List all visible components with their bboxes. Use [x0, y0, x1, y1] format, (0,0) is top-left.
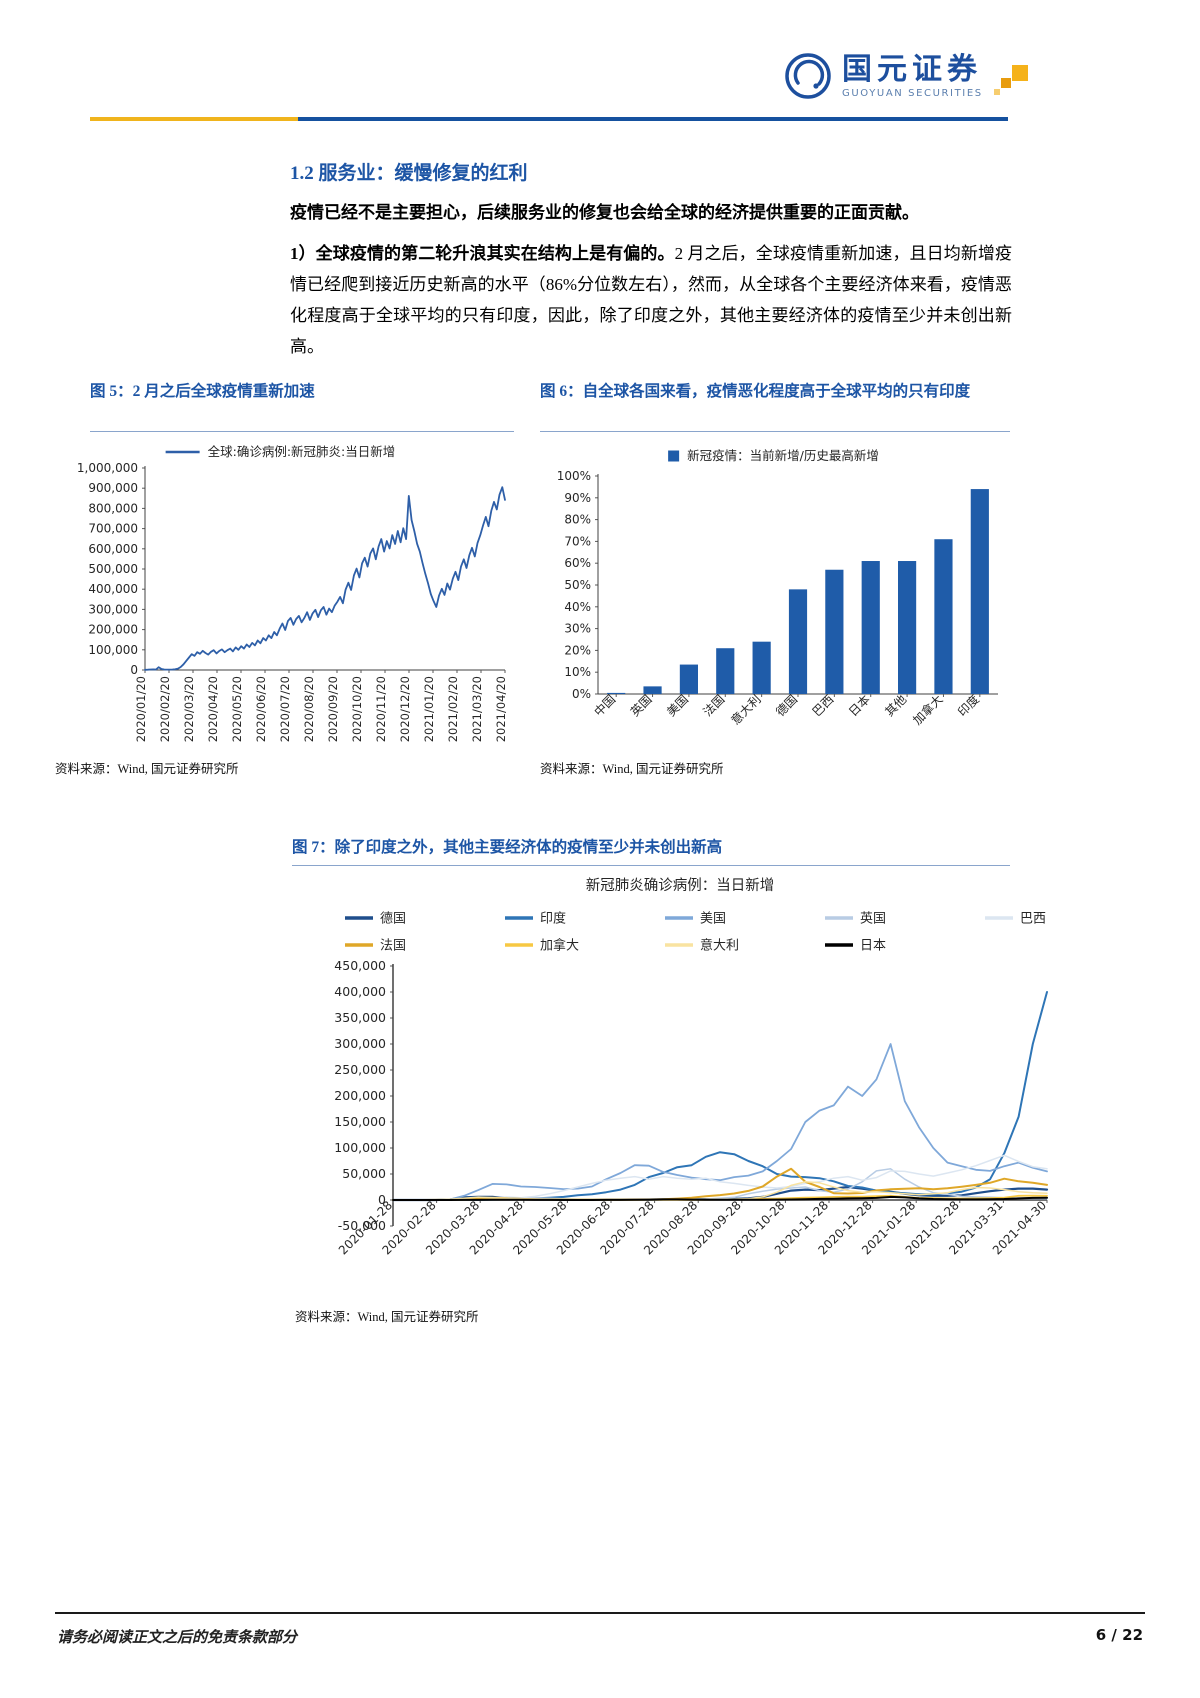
svg-text:2020/11/20: 2020/11/20	[374, 676, 388, 742]
svg-text:900,000: 900,000	[88, 481, 138, 495]
svg-text:20%: 20%	[564, 643, 591, 657]
lead-paragraph: 疫情已经不是主要担心，后续服务业的修复也会给全球的经济提供重要的正面贡献。	[290, 203, 919, 222]
svg-text:250,000: 250,000	[334, 1062, 386, 1077]
svg-text:意大利: 意大利	[700, 938, 739, 954]
svg-text:印度: 印度	[540, 911, 566, 927]
svg-text:新冠肺炎确诊病例：当日新增: 新冠肺炎确诊病例：当日新增	[586, 877, 775, 894]
figure7-source: 资料来源：Wind, 国元证券研究所	[295, 1310, 479, 1324]
svg-text:2020/04/20: 2020/04/20	[206, 676, 220, 742]
svg-text:100,000: 100,000	[334, 1140, 386, 1155]
svg-text:中国: 中国	[591, 692, 619, 720]
figure5-caption: 图 5：2 月之后全球疫情重新加速	[90, 380, 514, 432]
svg-text:700,000: 700,000	[88, 522, 138, 536]
svg-text:300,000: 300,000	[88, 602, 138, 616]
svg-text:2020/06/20: 2020/06/20	[254, 676, 268, 742]
svg-text:10%: 10%	[564, 665, 591, 679]
logo: 国元证券 GUOYUAN SECURITIES	[784, 52, 1031, 100]
svg-text:日本: 日本	[846, 692, 873, 719]
svg-text:日本: 日本	[860, 939, 886, 954]
svg-text:2020/12/20: 2020/12/20	[398, 676, 412, 742]
svg-text:其他: 其他	[882, 692, 909, 719]
svg-text:巴西: 巴西	[810, 692, 837, 719]
svg-text:1,000,000: 1,000,000	[77, 461, 138, 475]
footer-disclaimer: 请务必阅读正文之后的免责条款部分	[57, 1630, 298, 1646]
section-heading: 1.2 服务业：缓慢修复的红利	[290, 163, 528, 184]
header-divider-blue-segment	[298, 117, 1008, 121]
svg-text:2020/10/20: 2020/10/20	[350, 676, 364, 742]
svg-text:德国: 德国	[773, 692, 801, 720]
svg-text:2020/02/20: 2020/02/20	[158, 676, 172, 742]
paragraph-emphasis: 1）全球疫情的第二轮升浪其实在结构上是有偏的。	[290, 244, 675, 263]
svg-text:60%: 60%	[564, 556, 591, 570]
svg-text:100,000: 100,000	[88, 643, 138, 657]
svg-text:2021/01/20: 2021/01/20	[422, 676, 436, 742]
svg-text:450,000: 450,000	[334, 958, 386, 973]
svg-text:2020/03/20: 2020/03/20	[182, 676, 196, 742]
svg-text:2020/05/20: 2020/05/20	[230, 676, 244, 742]
paragraph-text: 2 月之后，全球疫情重新加速，且日均新增疫情已经爬到接近历史新高的水平（86%分…	[290, 244, 1013, 356]
svg-text:印度: 印度	[954, 692, 982, 720]
svg-text:2020/09/20: 2020/09/20	[326, 676, 340, 742]
svg-text:加拿大: 加拿大	[540, 938, 579, 954]
svg-text:400,000: 400,000	[88, 582, 138, 596]
svg-text:2020/01/20: 2020/01/20	[134, 676, 148, 742]
svg-text:70%: 70%	[564, 534, 591, 548]
svg-text:美国: 美国	[700, 912, 726, 927]
svg-text:美国: 美国	[664, 692, 691, 719]
svg-text:300,000: 300,000	[334, 1036, 386, 1051]
svg-text:50,000: 50,000	[342, 1166, 386, 1181]
svg-text:40%: 40%	[564, 600, 591, 614]
svg-text:全球:确诊病例:新冠肺炎:当日新增: 全球:确诊病例:新冠肺炎:当日新增	[208, 444, 396, 459]
svg-text:100%: 100%	[557, 469, 591, 483]
svg-text:德国: 德国	[380, 912, 406, 927]
svg-text:2020/07/20: 2020/07/20	[278, 676, 292, 742]
svg-text:加拿大: 加拿大	[910, 692, 946, 728]
header-divider-yellow-segment	[90, 117, 298, 121]
figure5-chart: 0 100,000 200,000 300,000 400,000 500,000 600,…	[55, 436, 515, 754]
svg-text:200,000: 200,000	[88, 623, 138, 637]
svg-text:巴西: 巴西	[1020, 912, 1046, 927]
figure7-chart: 新冠肺炎确诊病例：当日新增 -50,000 0 50,000 100,000 150,00…	[295, 870, 1065, 1298]
svg-text:500,000: 500,000	[88, 562, 138, 576]
logo-pixel-decoration-icon	[993, 65, 1028, 95]
svg-text:200,000: 200,000	[334, 1088, 386, 1103]
svg-text:英国: 英国	[860, 912, 886, 927]
svg-text:30%: 30%	[564, 622, 591, 636]
figure6-caption: 图 6：自全球各国来看，疫情恶化程度高于全球平均的只有印度	[540, 380, 1010, 432]
svg-text:150,000: 150,000	[334, 1114, 386, 1129]
figure7-caption: 图 7：除了印度之外，其他主要经济体的疫情至少并未创出新高	[292, 836, 1010, 866]
brand-name-cn: 国元证券	[842, 51, 982, 87]
svg-text:2021/03/20: 2021/03/20	[470, 676, 484, 742]
body-paragraph: 1）全球疫情的第二轮升浪其实在结构上是有偏的。2 月之后，全球疫情重新加速，且日…	[290, 238, 1012, 362]
svg-text:英国: 英国	[628, 692, 655, 719]
svg-text:法国: 法国	[380, 939, 406, 954]
svg-text:600,000: 600,000	[88, 542, 138, 556]
svg-text:90%: 90%	[564, 491, 591, 505]
svg-text:新冠疫情：当前新增/历史最高新增: 新冠疫情：当前新增/历史最高新增	[687, 448, 879, 463]
figure6-chart: 0% 10% 20% 30% 40% 50% 60% 70% 80% 90% 100% 中国 英国 美国法…	[540, 436, 1010, 754]
brand-name-en: GUOYUAN SECURITIES	[842, 87, 983, 99]
svg-text:0: 0	[130, 663, 138, 677]
brand-text: 国元证券 GUOYUAN SECURITIES	[842, 51, 983, 99]
figure6-source: 资料来源：Wind, 国元证券研究所	[540, 762, 724, 776]
svg-text:800,000: 800,000	[88, 501, 138, 515]
page-number: 6 / 22	[1095, 1626, 1143, 1644]
svg-text:80%: 80%	[564, 513, 591, 527]
svg-text:400,000: 400,000	[334, 984, 386, 999]
guoyuan-logo-icon	[785, 53, 831, 99]
svg-text:2021/04/20: 2021/04/20	[494, 676, 508, 742]
svg-text:意大利: 意大利	[728, 692, 764, 728]
svg-text:法国: 法国	[701, 692, 728, 719]
svg-text:-50,000: -50,000	[338, 1218, 386, 1233]
svg-text:2020/08/20: 2020/08/20	[302, 676, 316, 742]
svg-text:2021/02/20: 2021/02/20	[446, 676, 460, 742]
svg-text:0%: 0%	[572, 687, 591, 701]
footer-divider	[55, 1612, 1145, 1614]
svg-text:0: 0	[378, 1192, 386, 1207]
figure5-source: 资料来源：Wind, 国元证券研究所	[55, 762, 239, 776]
svg-text:50%: 50%	[564, 578, 591, 592]
header-divider	[90, 117, 1008, 121]
svg-text:350,000: 350,000	[334, 1010, 386, 1025]
